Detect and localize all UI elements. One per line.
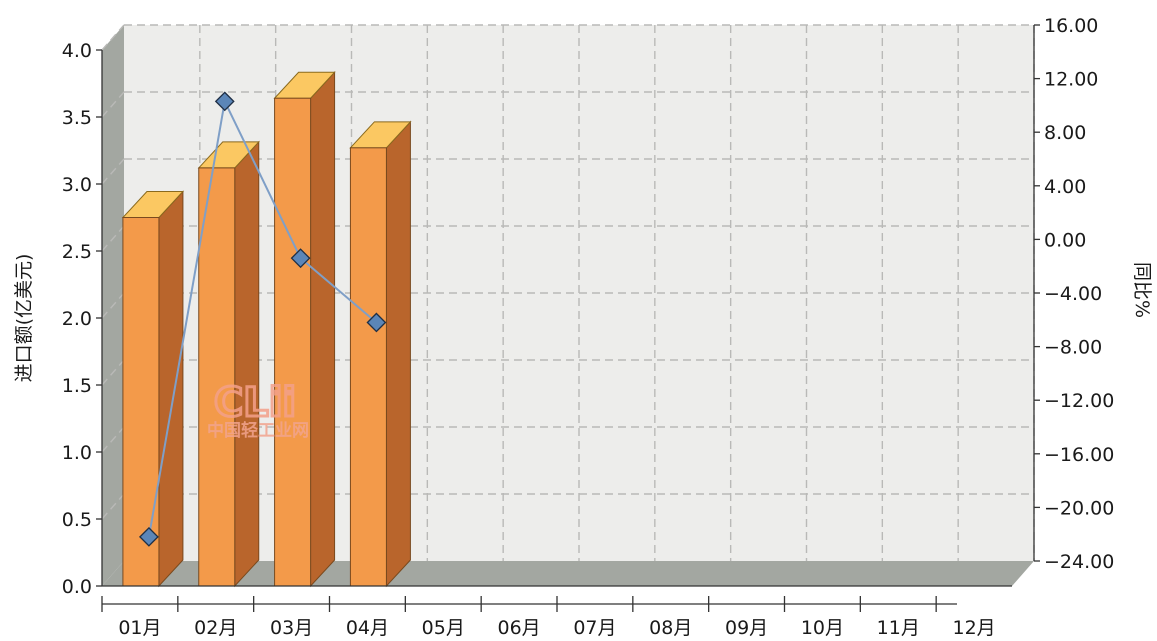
y-tick-label: 3.5: [62, 107, 92, 129]
y-tick-label: 0.5: [62, 509, 92, 531]
watermark-caption: 中国轻工业网: [207, 420, 309, 441]
gridline-depth: [101, 225, 125, 252]
bar-series: [121, 70, 412, 588]
x-tick-label: 09月: [725, 617, 768, 639]
x-tick-label: 12月: [952, 617, 995, 639]
x-tick-label: 05月: [422, 617, 465, 639]
bar: [349, 147, 387, 587]
y-tick-label: 0.0: [62, 576, 92, 598]
gridline-depth: [101, 24, 125, 51]
floor: [102, 561, 1034, 586]
y-axis-title: 进口额(亿美元): [13, 254, 35, 383]
y-tick-label: 2.5: [62, 241, 92, 263]
line-marker: [366, 312, 387, 333]
y-tick-label: 4.0: [62, 40, 92, 62]
line-marker: [290, 248, 311, 269]
y2-tick-label: 8.00: [1044, 122, 1086, 144]
y2-tick-label: 12.00: [1044, 69, 1098, 91]
y2-tick-label: −12.00: [1044, 390, 1114, 412]
x-tick-label: 01月: [118, 617, 161, 639]
gridline-depth: [101, 292, 125, 319]
y2-tick-label: −4.00: [1044, 283, 1102, 305]
gridline-depth: [101, 359, 125, 386]
watermark-logo: CLii 中国轻工业网: [207, 379, 309, 442]
gridline-depth: [101, 493, 125, 520]
x-tick-label: 06月: [497, 617, 540, 639]
bar-side: [158, 190, 184, 588]
y2-tick-label: −24.00: [1044, 551, 1114, 573]
gridline-depth: [101, 91, 125, 118]
y-tick-label: 1.5: [62, 375, 92, 397]
gridline-depth: [101, 158, 125, 185]
y2-tick-label: 16.00: [1044, 15, 1098, 37]
x-tick-label: 03月: [270, 617, 313, 639]
line-marker: [214, 91, 235, 112]
line-marker: [138, 526, 159, 547]
x-tick-label: 07月: [573, 617, 616, 639]
bar: [198, 167, 236, 587]
y-tick-label: 1.0: [62, 442, 92, 464]
tick-labels: 0.0 0.5 1.0 1.5 2.0 2.5 3.0 3.5 4.0 16.00 12.00 8.0…: [62, 15, 1115, 639]
axes: [96, 24, 1040, 612]
bar: [122, 217, 160, 587]
gridline-depth: [101, 426, 125, 453]
bar-side: [385, 120, 411, 588]
bar-side: [310, 70, 336, 588]
line-path: [147, 98, 378, 538]
x-tick-label: 02月: [194, 617, 237, 639]
x-tick-label: 11月: [877, 617, 920, 639]
y-tick-label: 2.0: [62, 308, 92, 330]
bar-side: [234, 140, 260, 588]
y2-tick-label: 0.00: [1044, 229, 1086, 251]
watermark-logo-text: CLii: [214, 380, 296, 426]
y2-axis-title: 同比%: [1131, 262, 1153, 318]
y2-tick-label: −8.00: [1044, 337, 1102, 359]
y2-tick-label: −20.00: [1044, 497, 1114, 519]
y2-tick-label: 4.00: [1044, 176, 1086, 198]
x-tick-label: 08月: [649, 617, 692, 639]
y2-tick-label: −16.00: [1044, 444, 1114, 466]
x-tick-label: 04月: [346, 617, 389, 639]
x-tick-label: 10月: [801, 617, 844, 639]
bar: [274, 97, 312, 587]
line-series: [138, 91, 387, 547]
y-tick-label: 3.0: [62, 174, 92, 196]
